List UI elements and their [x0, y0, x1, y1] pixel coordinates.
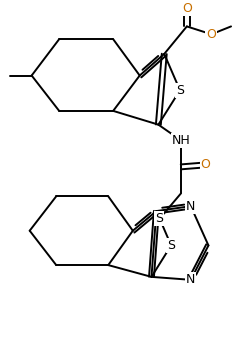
Text: O: O	[206, 28, 216, 41]
Text: N: N	[186, 200, 196, 213]
Text: S: S	[176, 84, 184, 97]
Text: S: S	[155, 212, 163, 226]
Text: N: N	[186, 273, 196, 286]
Text: O: O	[200, 158, 210, 172]
Text: O: O	[182, 2, 192, 15]
Text: NH: NH	[171, 134, 190, 147]
Text: S: S	[167, 239, 175, 252]
